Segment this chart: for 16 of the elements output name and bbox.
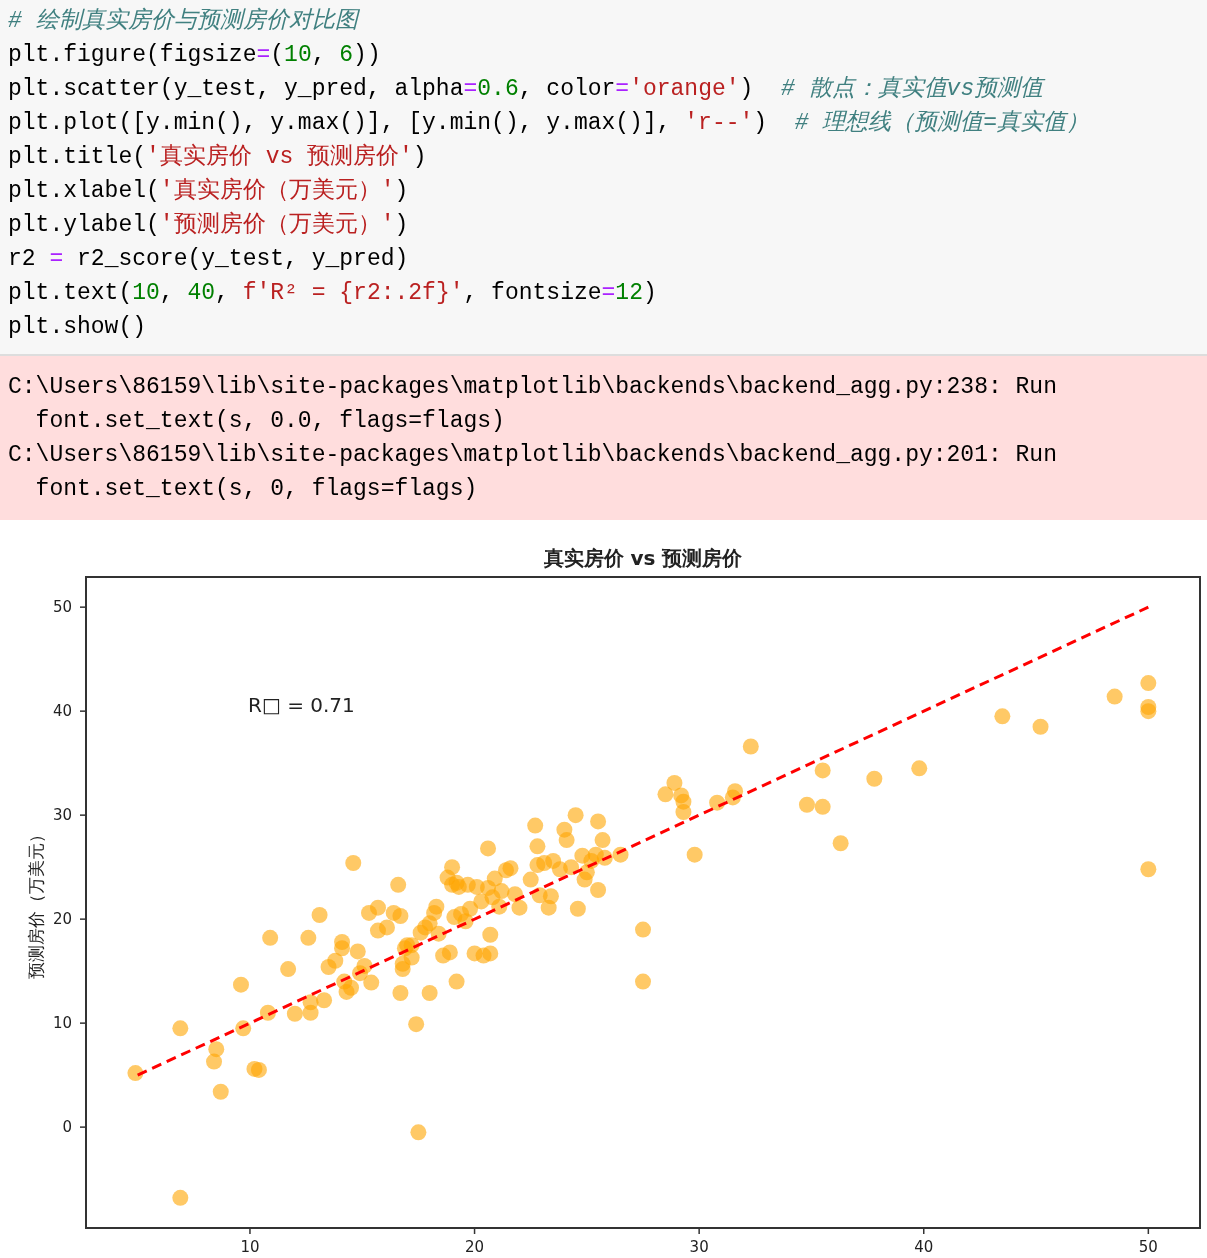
x-tick-label: 10 <box>240 1238 260 1256</box>
x-tick-label: 40 <box>914 1238 934 1256</box>
chart-title: 真实房价 vs 预测房价 <box>542 546 744 570</box>
y-tick-label: 20 <box>52 910 72 929</box>
y-tick-label: 50 <box>52 598 72 617</box>
x-tick-label: 30 <box>689 1238 709 1256</box>
y-tick-label: 0 <box>62 1118 72 1137</box>
text: # 绘制真实房价与预测房价对比图 plt.figure(figsize=(10, 6)) plt.scatter(y_test, y_pred, alpha=0.6, color='orange') # 散点：真实值vs预测值 plt.plot([y.min(), y.max()], [y.min(), y.max()], 'r--') # 理想线（预测值=真实值） plt.title('真实房价 vs 预测房价') plt.xlabel('真实房价（万美元）') plt.ylabel('预测房价（万美元）') r2 = r2_score(y_test, y_pred) plt.text(10, 40, f'R² = {r2:.2f}', fontsize=12) plt.show() <box>8 8 1090 340</box>
y-tick-label: 10 <box>52 1014 72 1033</box>
y-tick-label: 30 <box>52 806 72 825</box>
x-tick-label: 50 <box>1138 1238 1158 1256</box>
y-tick-label: 40 <box>52 702 72 721</box>
annotation: R□ = 0.71 <box>248 693 355 717</box>
x-tick-label: 20 <box>465 1238 485 1256</box>
text: C:\Users\86159\lib\site-packages\matplotlib\backends\backend_agg.py:238: Run font.set_text(s, 0.0, flags=flags) C:\Users\86159\lib\site-packages\matplotlib\backends\backend_agg.py:201: Run font.set_text(s, 0, flags=flags) <box>0 356 1207 520</box>
y-axis-title: 预测房价（万美元） <box>26 826 46 979</box>
